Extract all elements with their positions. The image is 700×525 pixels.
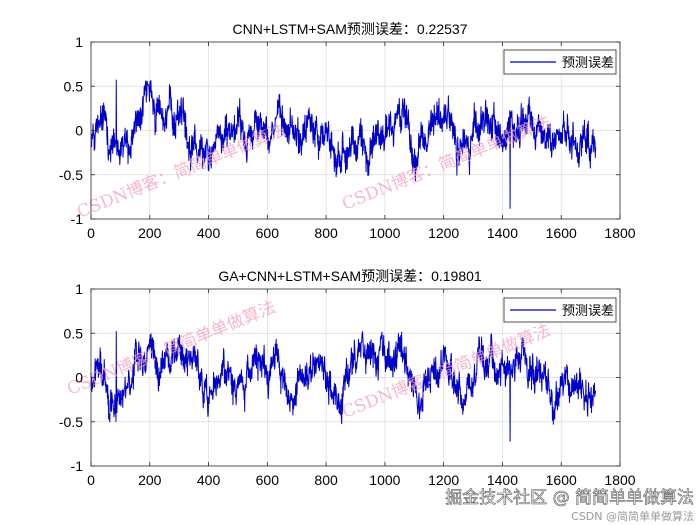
chart-top-ticks: 0 200 400 600 800 1000 1200 1400 1600 1800 1 0.5 0 -0… — [59, 34, 636, 241]
y-tick-label: 1 — [75, 281, 83, 297]
x-tick-label: 400 — [197, 472, 221, 488]
x-tick-label: 0 — [87, 472, 95, 488]
chart-bottom-legend-label: 预测误差 — [562, 303, 614, 318]
y-tick-label: 0.5 — [64, 325, 84, 341]
x-tick-label: 0 — [87, 225, 95, 241]
footer-sub: CSDN @简简单单做算法 — [571, 509, 694, 523]
x-tick-label: 600 — [256, 472, 280, 488]
series-line-prediction-error — [90, 330, 597, 442]
footer-brand: 掘金技术社区 @ 简简单单做算法 — [445, 488, 694, 508]
y-tick-label: -1 — [71, 458, 84, 474]
y-tick-label: 1 — [75, 34, 83, 50]
y-tick-label: 0 — [75, 123, 83, 139]
y-tick-label: 0 — [75, 370, 83, 386]
y-tick-label: 0.5 — [64, 78, 84, 94]
x-tick-label: 1600 — [546, 472, 577, 488]
chart-top-legend: 预测误差 — [503, 49, 617, 75]
x-tick-label: 1400 — [487, 472, 518, 488]
x-tick-label: 200 — [138, 472, 162, 488]
chart-bottom-ticks: 0 200 400 600 800 1000 1200 1400 1600 1800 1 0.5 0 -0… — [59, 281, 636, 488]
x-tick-label: 400 — [197, 225, 221, 241]
chart-top: CNN+LSTM+SAM预测误差：0.22537 CSDN博客：简简单单做算法 … — [59, 21, 636, 241]
chart-top-title: CNN+LSTM+SAM预测误差：0.22537 — [233, 21, 468, 37]
x-tick-label: 1800 — [604, 472, 635, 488]
x-tick-label: 1000 — [369, 225, 400, 241]
x-tick-label: 800 — [314, 472, 338, 488]
x-tick-label: 1600 — [546, 225, 577, 241]
chart-top-legend-label: 预测误差 — [562, 55, 614, 70]
series-line-prediction-error — [90, 79, 597, 209]
chart-bottom-series — [90, 330, 597, 442]
x-tick-label: 1200 — [428, 225, 459, 241]
x-tick-label: 1000 — [369, 472, 400, 488]
x-tick-label: 800 — [314, 225, 338, 241]
x-tick-label: 1200 — [428, 472, 459, 488]
x-tick-label: 200 — [138, 225, 162, 241]
chart-top-series — [90, 79, 597, 209]
chart-bottom-title: GA+CNN+LSTM+SAM预测误差：0.19801 — [218, 268, 482, 284]
y-tick-label: -0.5 — [59, 167, 83, 183]
x-tick-label: 1400 — [487, 225, 518, 241]
y-tick-label: -1 — [71, 211, 84, 227]
chart-bottom: GA+CNN+LSTM+SAM预测误差：0.19801 CSDN博客：简简单单做… — [59, 268, 636, 488]
x-tick-label: 600 — [256, 225, 280, 241]
y-tick-label: -0.5 — [59, 414, 83, 430]
chart-bottom-legend: 预测误差 — [503, 297, 617, 323]
x-tick-label: 1800 — [604, 225, 635, 241]
